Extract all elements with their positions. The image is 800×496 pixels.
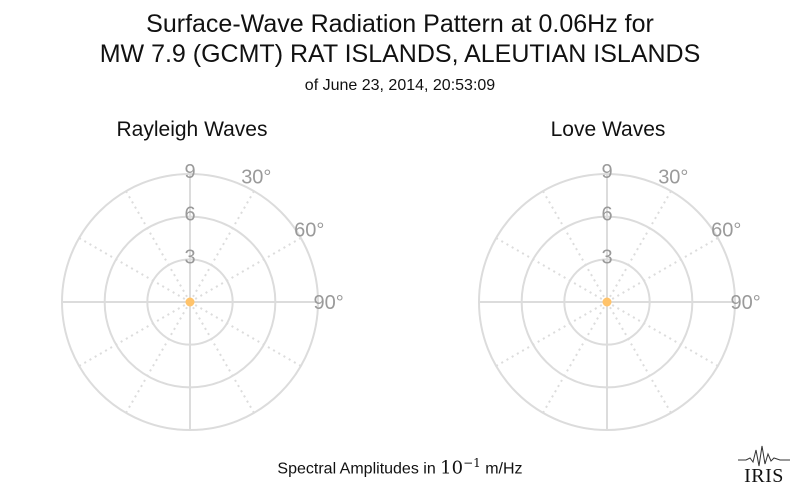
angular-grid-line (606, 237, 719, 303)
caption-exponent: −1 (463, 456, 481, 470)
angular-grid-line (78, 237, 191, 303)
angular-tick-label: 90° (314, 292, 344, 314)
radial-grid-circle (478, 173, 736, 431)
angular-grid-line (189, 190, 255, 303)
rayleigh-subtitle: Rayleigh Waves (116, 118, 268, 141)
angular-grid-line (495, 237, 608, 303)
angular-grid-line (189, 301, 302, 367)
angular-tick-label: 60° (294, 220, 324, 242)
angular-grid-line (542, 190, 608, 303)
angular-grid-line (125, 301, 191, 414)
radial-tick-label: 9 (184, 161, 195, 183)
love-subtitle: Love Waves (550, 118, 666, 141)
rayleigh-polar-chart: 3 6 9 30° 60° 90° (61, 161, 344, 431)
angular-grid-line (189, 301, 255, 414)
angular-grid-line (606, 190, 672, 303)
angular-grid-line (125, 190, 191, 303)
angular-grid-line (606, 301, 672, 414)
angular-tick-label: 60° (711, 220, 741, 242)
caption-suffix: m/Hz (480, 460, 523, 478)
radial-grid-circle (563, 258, 651, 346)
angular-grid-line (542, 301, 608, 414)
radial-tick-label: 3 (601, 246, 612, 268)
radial-tick-label: 3 (184, 246, 195, 268)
radial-grid-circle (61, 173, 319, 431)
caption-unit: 10 (440, 457, 464, 479)
angular-tick-label: 90° (731, 292, 761, 314)
angular-grid-line (606, 301, 719, 367)
caption-prefix: Spectral Amplitudes in (277, 460, 441, 478)
radial-grid-circle (103, 215, 277, 389)
angular-tick-label: 30° (241, 167, 271, 189)
amplitude-units-caption: Spectral Amplitudes in 10−1 m/Hz (0, 456, 800, 478)
chart-title-line-1: Surface-Wave Radiation Pattern at 0.06Hz… (146, 10, 654, 38)
seismogram-icon (738, 445, 790, 467)
data-point (602, 297, 612, 307)
radial-tick-label: 6 (184, 204, 195, 226)
iris-logo: IRIS (736, 442, 792, 488)
data-point (185, 297, 195, 307)
iris-logo-text: IRIS (744, 465, 784, 487)
chart-title-line-2: MW 7.9 (GCMT) RAT ISLANDS, ALEUTIAN ISLA… (99, 40, 701, 68)
radial-grid-circle (520, 215, 694, 389)
radial-tick-label: 9 (601, 161, 612, 183)
angular-grid-line (495, 301, 608, 367)
angular-tick-label: 30° (658, 167, 688, 189)
love-polar-chart: 3 6 9 30° 60° 90° (478, 161, 761, 431)
angular-grid-line (189, 237, 302, 303)
angular-grid-line (78, 301, 191, 367)
chart-title-date: of June 23, 2014, 20:53:09 (304, 77, 496, 94)
radial-grid-circle (146, 258, 234, 346)
radial-tick-label: 6 (601, 204, 612, 226)
